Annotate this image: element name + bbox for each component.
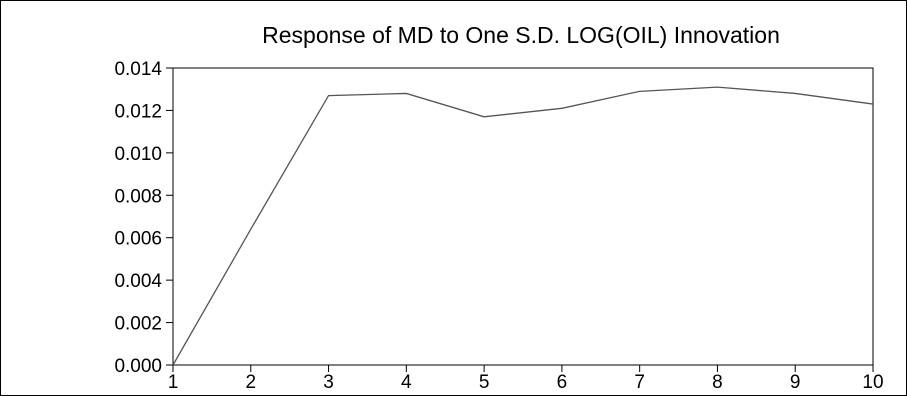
y-tick-label: 0.000 <box>114 356 162 377</box>
y-tick-label: 0.004 <box>114 271 162 292</box>
y-tick-label: 0.010 <box>114 144 162 165</box>
x-tick-label: 4 <box>401 372 412 393</box>
chart-title: Response of MD to One S.D. LOG(OIL) Inno… <box>262 22 780 48</box>
series-layer <box>172 86 874 366</box>
y-tick-label: 0.012 <box>114 101 162 122</box>
y-axis: 0.000 0.002 0.004 0.006 0.008 0.010 0.012 0.014 <box>114 59 173 377</box>
y-tick-label: 0.002 <box>114 314 162 335</box>
y-tick-label: 0.006 <box>114 229 162 250</box>
x-axis: 1 2 3 4 5 6 7 8 9 10 <box>168 365 884 393</box>
series-line <box>172 86 874 366</box>
x-tick-label: 8 <box>712 372 723 393</box>
x-tick-label: 7 <box>634 372 645 393</box>
y-tick-label: 0.008 <box>114 186 162 207</box>
x-tick-label: 3 <box>323 372 334 393</box>
x-tick-label: 2 <box>245 372 256 393</box>
x-tick-label: 1 <box>168 372 179 393</box>
plot-area <box>172 67 874 366</box>
x-tick-label: 10 <box>862 372 883 393</box>
x-tick-label: 5 <box>479 372 490 393</box>
x-tick-label: 9 <box>790 372 801 393</box>
y-tick-label: 0.014 <box>114 59 162 80</box>
x-tick-label: 6 <box>557 372 568 393</box>
